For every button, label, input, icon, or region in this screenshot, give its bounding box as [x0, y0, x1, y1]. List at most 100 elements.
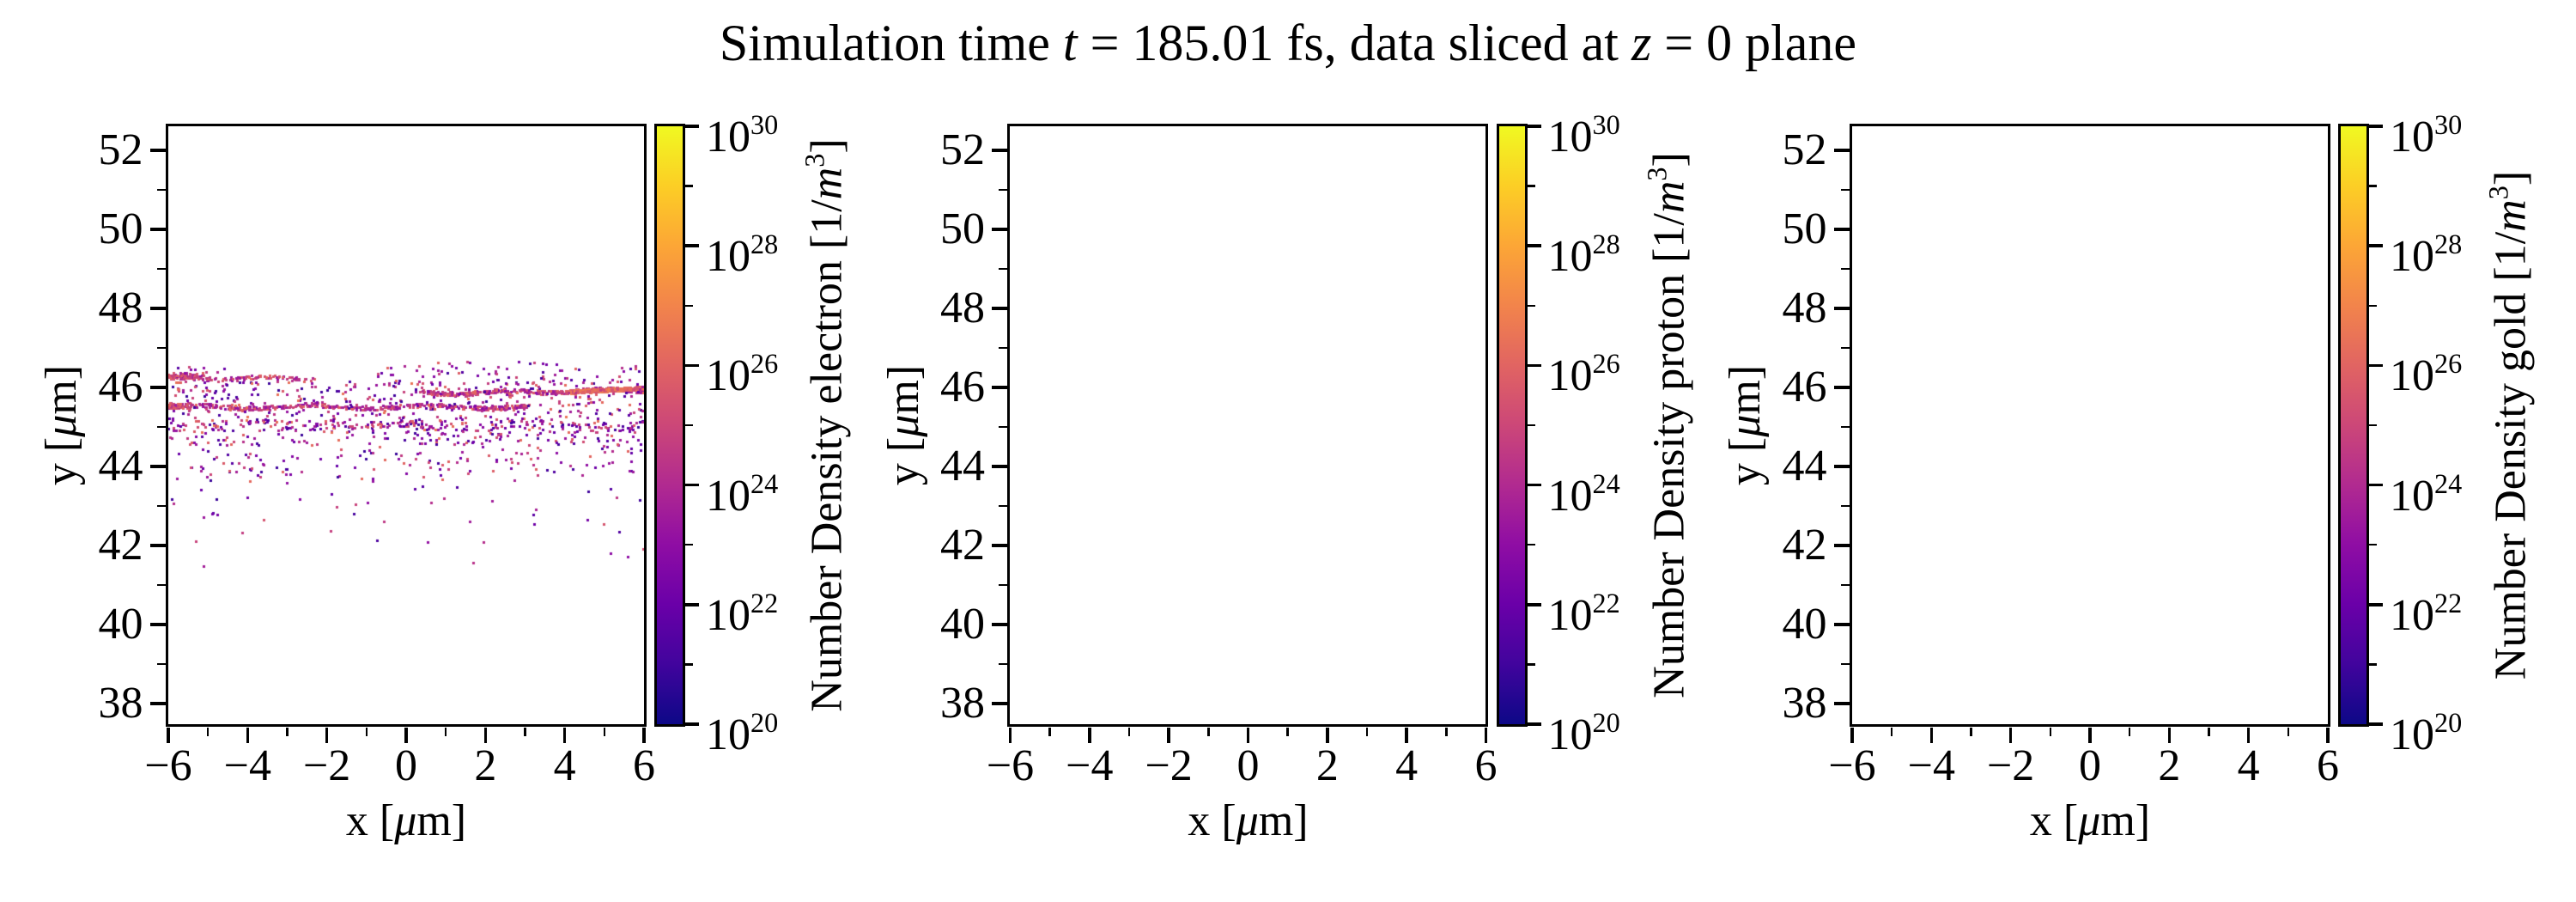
y-major-tick: [1833, 702, 1850, 705]
x-minor-tick: [286, 727, 289, 736]
x-major-tick: [1167, 727, 1170, 743]
y-minor-tick: [999, 662, 1007, 666]
y-major-tick: [1833, 465, 1850, 468]
y-major-tick: [992, 386, 1007, 389]
y-major-tick: [149, 544, 166, 547]
colorbar-tick-label: 1028: [1547, 229, 1620, 282]
y-tick-label: 50: [1782, 204, 1827, 253]
plot-area-proton: [1007, 123, 1488, 727]
x-minor-tick: [365, 727, 368, 736]
colorbar-tick-label: 1026: [706, 348, 779, 401]
colorbar-tick-label: 1024: [2390, 467, 2463, 521]
colorbar-major-tick: [685, 603, 699, 606]
y-minor-tick: [1840, 346, 1850, 350]
y-major-tick: [992, 149, 1007, 152]
y-major-tick: [992, 623, 1007, 626]
x-tick-label: −2: [302, 741, 351, 790]
y-major-tick: [1833, 149, 1850, 152]
colorbar-tick-label: 1020: [706, 707, 779, 759]
plot-area-electron: [165, 123, 647, 727]
y-major-tick: [1833, 228, 1850, 231]
colorbar-minor-tick: [2369, 424, 2377, 427]
x-tick-label: 6: [2317, 741, 2339, 790]
y-tick-label: 38: [1782, 679, 1827, 728]
colorbar-minor-tick: [685, 663, 693, 666]
y-major-tick: [992, 307, 1007, 310]
colorbar-minor-tick: [685, 185, 693, 187]
colorbar-major-tick: [685, 125, 699, 128]
y-major-tick: [1833, 623, 1850, 626]
colorbar-minor-tick: [2369, 304, 2377, 308]
colorbar-tick-label: 1030: [2390, 109, 2463, 162]
colorbar-tick-label: 1026: [1547, 348, 1620, 401]
x-tick-label: 2: [2158, 741, 2181, 790]
y-tick-label: 52: [940, 125, 985, 174]
y-tick-label: 44: [98, 441, 143, 491]
x-major-tick: [1008, 727, 1012, 743]
y-minor-tick: [1840, 662, 1850, 666]
y-minor-tick: [999, 583, 1007, 587]
y-tick-label: 42: [940, 521, 985, 570]
colorbar-minor-tick: [2369, 663, 2377, 666]
y-major-tick: [992, 702, 1007, 705]
x-minor-tick: [1970, 727, 1972, 736]
scatter-canvas-electron: [167, 125, 644, 724]
colorbar-tick-label: 1020: [1547, 707, 1620, 759]
x-tick-label: −4: [223, 741, 271, 790]
x-major-tick: [1405, 727, 1408, 743]
y-tick-label: 44: [940, 441, 985, 491]
x-tick-label: −6: [986, 741, 1035, 790]
x-tick-label: 6: [1474, 741, 1498, 790]
y-major-tick: [1833, 544, 1850, 547]
x-major-tick: [1929, 727, 1934, 743]
y-major-tick: [1833, 307, 1850, 310]
y-tick-label: 48: [1782, 283, 1827, 332]
y-minor-tick: [1840, 504, 1850, 508]
colorbar-label-electron: Number Density electron [1/m3]: [799, 138, 852, 712]
x-minor-tick: [1890, 727, 1893, 736]
x-major-tick: [1246, 727, 1250, 743]
x-major-tick: [1484, 727, 1488, 743]
y-tick-label: 48: [940, 283, 985, 332]
x-axis-label-gold: x [μm]: [2029, 796, 2151, 845]
y-major-tick: [1833, 386, 1850, 389]
y-tick-label: 40: [98, 600, 143, 649]
y-tick-label: 42: [98, 521, 143, 570]
x-tick-label: 4: [553, 741, 576, 790]
y-major-tick: [992, 465, 1007, 468]
colorbar-tick-label: 1024: [1547, 467, 1620, 521]
colorbar-minor-tick: [685, 424, 693, 427]
x-tick-label: −2: [1145, 741, 1193, 790]
colorbar-gradient-gold: [2341, 126, 2366, 724]
colorbar-tick-label: 1020: [2390, 707, 2463, 759]
x-axis-label-proton: x [μm]: [1188, 796, 1309, 845]
colorbar-minor-tick: [2369, 543, 2377, 546]
colorbar-electron: [654, 124, 685, 727]
colorbar-minor-tick: [1527, 185, 1535, 187]
y-minor-tick: [156, 425, 166, 429]
x-major-tick: [2246, 727, 2251, 743]
y-major-tick: [149, 386, 166, 389]
colorbar-tick-label: 1022: [1547, 587, 1620, 640]
colorbar-major-tick: [2369, 483, 2383, 487]
y-tick-label: 52: [1782, 125, 1827, 174]
colorbar-minor-tick: [2369, 185, 2377, 187]
colorbar-major-tick: [685, 244, 699, 247]
x-tick-label: 0: [1236, 741, 1260, 790]
colorbar-major-tick: [1527, 125, 1541, 128]
x-minor-tick: [1286, 727, 1289, 736]
y-tick-label: 50: [940, 204, 985, 253]
y-minor-tick: [999, 425, 1007, 429]
y-tick-label: 52: [98, 125, 143, 174]
colorbar-tick-label: 1022: [2390, 587, 2463, 640]
x-major-tick: [642, 727, 646, 743]
x-tick-label: 6: [633, 741, 655, 790]
colorbar-minor-tick: [1527, 663, 1535, 666]
plot-area-gold: [1849, 123, 2330, 727]
x-minor-tick: [1048, 727, 1051, 736]
y-tick-label: 40: [1782, 600, 1827, 649]
x-major-tick: [562, 727, 567, 743]
